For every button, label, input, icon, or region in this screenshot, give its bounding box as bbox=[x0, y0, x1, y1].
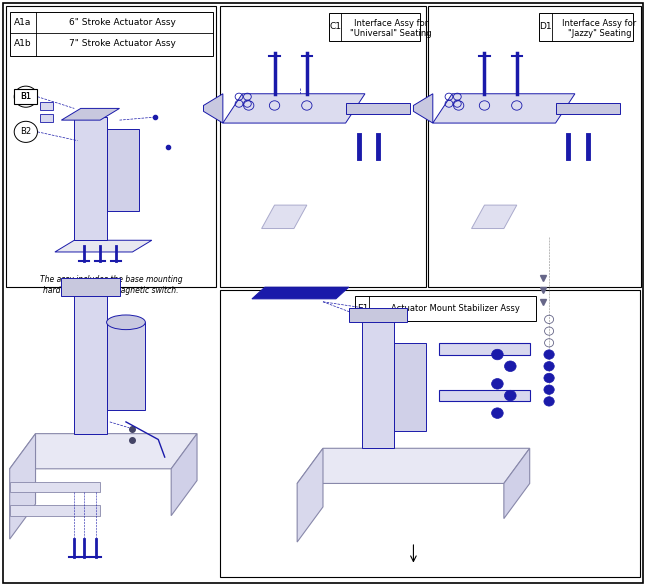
Polygon shape bbox=[10, 434, 197, 469]
Circle shape bbox=[505, 390, 516, 401]
Circle shape bbox=[544, 362, 554, 371]
Polygon shape bbox=[504, 448, 530, 519]
Polygon shape bbox=[107, 322, 146, 410]
Bar bbox=[355, 296, 536, 321]
Polygon shape bbox=[10, 505, 100, 516]
Text: B2: B2 bbox=[20, 127, 32, 137]
Bar bbox=[428, 6, 641, 287]
Circle shape bbox=[544, 385, 554, 394]
Bar bbox=[219, 6, 426, 287]
Polygon shape bbox=[472, 205, 517, 229]
Polygon shape bbox=[252, 287, 349, 299]
Polygon shape bbox=[10, 434, 36, 539]
Polygon shape bbox=[433, 94, 575, 123]
Bar bbox=[219, 290, 639, 577]
Ellipse shape bbox=[107, 315, 146, 329]
Text: C1: C1 bbox=[329, 22, 341, 32]
Bar bbox=[10, 12, 213, 56]
Text: Actuator Mount Stabilizer Assy: Actuator Mount Stabilizer Assy bbox=[391, 304, 520, 313]
Text: Interface Assy for: Interface Assy for bbox=[562, 19, 637, 28]
Bar bbox=[40, 102, 53, 110]
Polygon shape bbox=[74, 293, 107, 434]
Polygon shape bbox=[297, 448, 530, 483]
Text: A1a: A1a bbox=[14, 18, 31, 27]
Text: 6" Stroke Actuator Assy: 6" Stroke Actuator Assy bbox=[69, 18, 176, 27]
Polygon shape bbox=[204, 94, 223, 123]
Text: Interface Assy for: Interface Assy for bbox=[354, 19, 428, 28]
Text: The assy includes the base mounting
hardware and the magnetic switch.: The assy includes the base mounting hard… bbox=[40, 275, 182, 295]
Circle shape bbox=[544, 350, 554, 359]
Text: A1b: A1b bbox=[14, 39, 32, 49]
Polygon shape bbox=[413, 94, 433, 123]
Bar bbox=[329, 13, 420, 41]
Text: 7" Stroke Actuator Assy: 7" Stroke Actuator Assy bbox=[69, 39, 176, 49]
Polygon shape bbox=[171, 434, 197, 516]
Bar bbox=[540, 13, 633, 41]
Polygon shape bbox=[556, 103, 620, 114]
Polygon shape bbox=[345, 103, 410, 114]
Polygon shape bbox=[439, 343, 530, 355]
Polygon shape bbox=[223, 94, 365, 123]
Polygon shape bbox=[61, 108, 120, 120]
Text: B1: B1 bbox=[20, 92, 32, 101]
Circle shape bbox=[492, 379, 503, 389]
Polygon shape bbox=[349, 308, 407, 322]
Circle shape bbox=[492, 349, 503, 360]
Polygon shape bbox=[261, 205, 307, 229]
Polygon shape bbox=[61, 278, 120, 296]
Polygon shape bbox=[10, 482, 100, 492]
Polygon shape bbox=[74, 117, 107, 240]
Circle shape bbox=[544, 373, 554, 383]
Bar bbox=[6, 6, 216, 287]
Bar bbox=[14, 89, 38, 104]
Polygon shape bbox=[362, 319, 394, 448]
Polygon shape bbox=[297, 448, 323, 542]
Polygon shape bbox=[55, 240, 152, 252]
Circle shape bbox=[505, 361, 516, 372]
Circle shape bbox=[544, 397, 554, 406]
Text: D1: D1 bbox=[540, 22, 552, 32]
Polygon shape bbox=[394, 343, 426, 431]
Polygon shape bbox=[107, 129, 139, 211]
Bar bbox=[40, 114, 53, 122]
Text: B1: B1 bbox=[20, 92, 32, 101]
Circle shape bbox=[492, 408, 503, 418]
Text: "Universal" Seating: "Universal" Seating bbox=[350, 29, 432, 39]
Polygon shape bbox=[439, 390, 530, 401]
Text: "Jazzy" Seating: "Jazzy" Seating bbox=[567, 29, 631, 39]
Text: E1: E1 bbox=[356, 304, 368, 313]
